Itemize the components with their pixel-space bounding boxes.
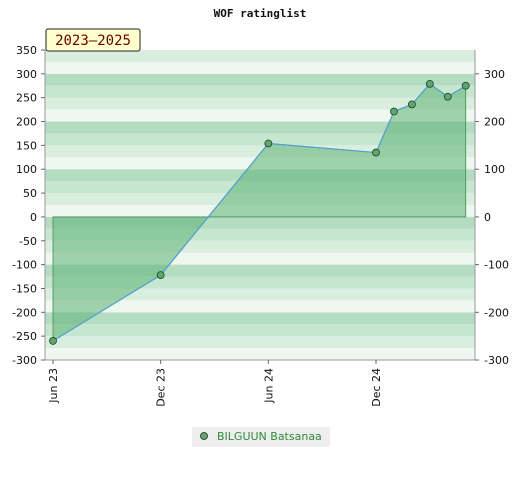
grid-band [45,121,475,134]
y-axis-left: -300 -250 -200 -150 -100 -50 0 50 100 150 200 250 30… [12,44,45,367]
x-tick-label: Jun 23 [47,368,60,404]
y-tick-label-right: 200 [484,116,505,129]
y-tick-label-left: 100 [16,163,37,176]
data-point [425,79,434,88]
legend-marker [200,432,208,440]
grid-band [45,252,475,265]
data-point [390,107,398,116]
y-tick-label-left: 50 [23,187,37,200]
y-tick-label-left: 250 [16,92,37,105]
data-point [443,92,452,101]
legend: BILGUUN Batsanaa [192,427,330,447]
y-tick-label-left: 0 [30,211,37,224]
axes [44,50,476,361]
data-point [461,81,470,90]
grid-band [45,240,475,253]
chart-title: WOF ratinglist [214,7,307,20]
grid-band [45,336,475,349]
grid-band [45,133,475,146]
grid-band [45,300,475,313]
grid-band [45,312,475,325]
period-badge-label: 2023–2025 [55,33,131,49]
grid-band [45,228,475,241]
y-tick-label-left: 200 [16,116,37,129]
grid-band [45,216,475,229]
grid-band [45,348,475,360]
x-tick-label: Dec 23 [155,368,168,407]
y-tick-label-left: -300 [12,354,37,367]
y-tick-label-left: -250 [12,330,37,343]
grid-band [45,324,475,337]
y-tick-label-right: -200 [484,306,509,319]
grid-band [45,276,475,289]
data-point [156,271,165,280]
grid-band [45,109,475,122]
y-tick-label-right: 100 [484,163,505,176]
y-tick-label-right: -300 [484,354,509,367]
data-points [49,79,470,345]
data-point [372,148,380,157]
x-tick-label: Jun 24 [262,368,275,404]
x-axis: Jun 23 Dec 23 Jun 24 Dec 24 [47,360,383,407]
grid-band [45,145,475,158]
x-tick-label: Dec 24 [370,368,383,407]
data-point [264,139,273,148]
legend-label: BILGUUN Batsanaa [217,430,322,443]
grid-band [45,73,475,86]
y-tick-label-right: 300 [484,68,505,81]
period-badge: 2023–2025 [45,28,141,52]
y-tick-label-left: -100 [12,259,37,272]
y-tick-label-right: 0 [484,211,491,224]
y-tick-label-left: 300 [16,68,37,81]
grid-band [45,61,475,74]
y-tick-label-right: -100 [484,259,509,272]
grid-band [45,97,475,110]
grid-band [45,288,475,301]
y-axis-right: -300 -200 -100 0 100 200 300 [475,68,509,367]
y-tick-label-left: 150 [16,139,37,152]
grid-band [45,85,475,98]
y-tick-label-left: -200 [12,306,37,319]
y-tick-label-left: 350 [16,44,37,57]
data-point [49,337,57,345]
y-tick-label-left: -150 [12,282,37,295]
data-point [407,100,416,109]
y-tick-label-left: -50 [19,235,37,248]
grid-band [45,264,475,277]
grid-band [45,50,475,62]
